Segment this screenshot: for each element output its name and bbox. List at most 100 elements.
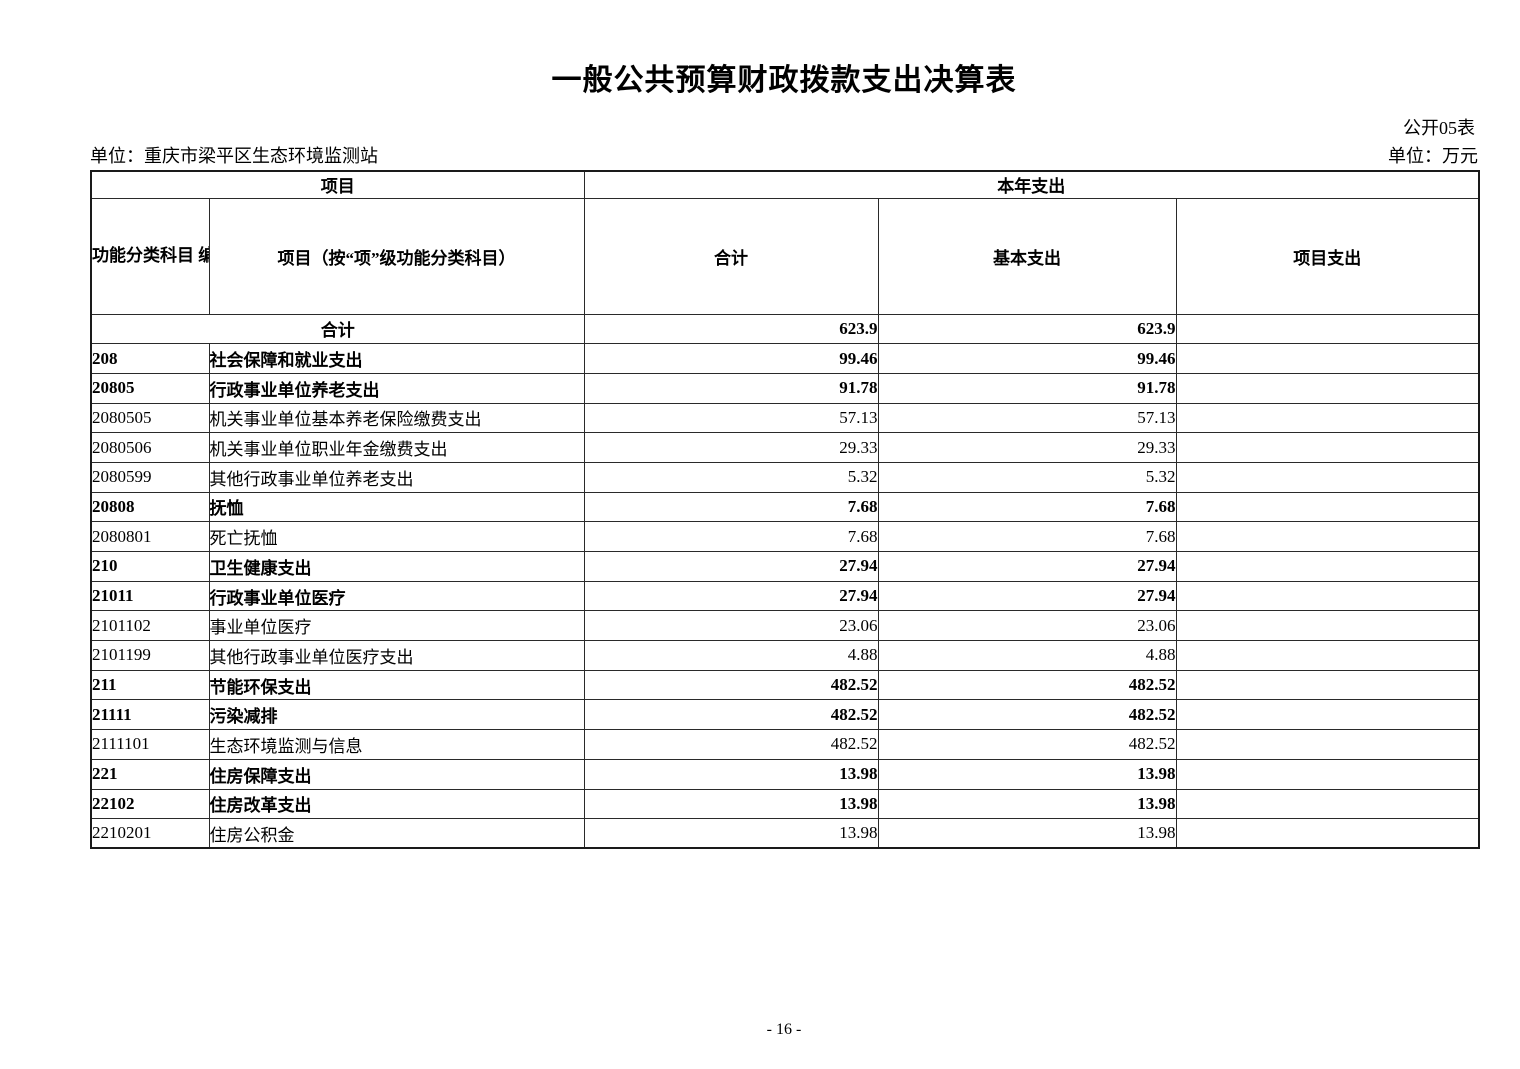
- table-row: 221 住房保障支出 13.98 13.98: [90, 758, 1480, 790]
- row-project: [1175, 432, 1480, 463]
- row-project: [1175, 758, 1480, 790]
- table-row: 211 节能环保支出 482.52 482.52: [90, 669, 1480, 701]
- meta-row: 单位：重庆市梁平区生态环境监测站 单位：万元: [90, 142, 1478, 168]
- row-total: 482.52: [583, 729, 879, 760]
- row-project: [1175, 669, 1480, 701]
- row-name: 社会保障和就业支出: [208, 343, 585, 374]
- row-basic: 99.46: [877, 343, 1177, 374]
- row-total: 4.88: [583, 640, 879, 671]
- row-code: 2080506: [90, 432, 210, 463]
- row-basic: 23.06: [877, 610, 1177, 642]
- row-project: [1175, 372, 1480, 404]
- row-basic: 7.68: [877, 491, 1177, 523]
- row-name: 节能环保支出: [208, 669, 585, 701]
- table-row: 21111 污染减排 482.52 482.52: [90, 699, 1480, 731]
- row-code: 21011: [90, 580, 210, 612]
- row-total: 482.52: [583, 669, 879, 701]
- row-project: [1175, 313, 1480, 345]
- row-name: 住房公积金: [208, 818, 585, 849]
- row-code: 20808: [90, 491, 210, 523]
- row-code: 211: [90, 669, 210, 701]
- row-code: 21111: [90, 699, 210, 731]
- column-header-total: 合计: [583, 197, 879, 315]
- row-code: 2080801: [90, 521, 210, 552]
- row-total: 27.94: [583, 551, 879, 582]
- header-columns-row: 功能分类科目 编码 项目（按“项”级功能分类科目） 合计 基本支出 项目支出: [90, 197, 1480, 315]
- table-row: 2101199 其他行政事业单位医疗支出 4.88 4.88: [90, 640, 1480, 671]
- row-project: [1175, 640, 1480, 671]
- row-project: [1175, 551, 1480, 582]
- row-project: [1175, 580, 1480, 612]
- row-label: 合计: [90, 313, 585, 345]
- row-project: [1175, 699, 1480, 731]
- row-total: 57.13: [583, 402, 879, 434]
- table-row: 2111101 生态环境监测与信息 482.52 482.52: [90, 729, 1480, 760]
- table-row: 20808 抚恤 7.68 7.68: [90, 491, 1480, 523]
- table-row: 20805 行政事业单位养老支出 91.78 91.78: [90, 372, 1480, 404]
- row-total: 7.68: [583, 521, 879, 552]
- table-row: 208 社会保障和就业支出 99.46 99.46: [90, 343, 1480, 374]
- row-code: 208: [90, 343, 210, 374]
- row-basic: 482.52: [877, 699, 1177, 731]
- row-code: 2111101: [90, 729, 210, 760]
- row-basic: 29.33: [877, 432, 1177, 463]
- row-basic: 623.9: [877, 313, 1177, 345]
- row-basic: 4.88: [877, 640, 1177, 671]
- row-project: [1175, 818, 1480, 849]
- page-title: 一般公共预算财政拨款支出决算表: [551, 64, 1017, 97]
- row-total: 23.06: [583, 610, 879, 642]
- table-row: 2080505 机关事业单位基本养老保险缴费支出 57.13 57.13: [90, 402, 1480, 434]
- page-number: - 16 -: [766, 1021, 802, 1038]
- row-name: 行政事业单位养老支出: [208, 372, 585, 404]
- row-total: 13.98: [583, 788, 879, 820]
- table-row: 22102 住房改革支出 13.98 13.98: [90, 788, 1480, 820]
- row-project: [1175, 729, 1480, 760]
- unit-currency-label: 单位：万元: [1388, 146, 1478, 166]
- header-group-current-year: 本年支出: [583, 170, 1480, 199]
- table-header: 项目 本年支出 功能分类科目 编码 项目（按“项”级功能分类科目） 合计 基本支…: [90, 170, 1480, 315]
- row-name: 死亡抚恤: [208, 521, 585, 552]
- row-name: 机关事业单位基本养老保险缴费支出: [208, 402, 585, 434]
- row-total: 27.94: [583, 580, 879, 612]
- row-total: 99.46: [583, 343, 879, 374]
- header-group-project: 项目: [90, 170, 585, 199]
- column-header-function-code: 功能分类科目 编码: [90, 197, 210, 315]
- row-name: 污染减排: [208, 699, 585, 731]
- row-project: [1175, 491, 1480, 523]
- column-header-project-expenditure: 项目支出: [1175, 197, 1480, 315]
- row-total: 7.68: [583, 491, 879, 523]
- table-body: 合计 623.9 623.9 208 社会保障和就业支出 99.46 99.46 20805 行…: [90, 313, 1480, 849]
- row-name: 其他行政事业单位医疗支出: [208, 640, 585, 671]
- row-code: 2101199: [90, 640, 210, 671]
- row-total: 91.78: [583, 372, 879, 404]
- row-name: 住房保障支出: [208, 758, 585, 790]
- row-code: 2080599: [90, 461, 210, 493]
- row-basic: 57.13: [877, 402, 1177, 434]
- row-basic: 27.94: [877, 580, 1177, 612]
- table-row: 2101102 事业单位医疗 23.06 23.06: [90, 610, 1480, 642]
- row-project: [1175, 343, 1480, 374]
- row-total: 13.98: [583, 758, 879, 790]
- table-row: 2080801 死亡抚恤 7.68 7.68: [90, 521, 1480, 552]
- column-header-basic-expenditure: 基本支出: [877, 197, 1177, 315]
- row-code: 210: [90, 551, 210, 582]
- budget-table: 项目 本年支出 功能分类科目 编码 项目（按“项”级功能分类科目） 合计 基本支…: [90, 170, 1481, 850]
- row-total: 13.98: [583, 818, 879, 849]
- row-project: [1175, 521, 1480, 552]
- row-name: 行政事业单位医疗: [208, 580, 585, 612]
- row-project: [1175, 461, 1480, 493]
- row-code: 2210201: [90, 818, 210, 849]
- row-code: 22102: [90, 788, 210, 820]
- row-name: 其他行政事业单位养老支出: [208, 461, 585, 493]
- row-name: 事业单位医疗: [208, 610, 585, 642]
- row-basic: 13.98: [877, 758, 1177, 790]
- row-project: [1175, 610, 1480, 642]
- row-basic: 13.98: [877, 818, 1177, 849]
- table-row: 21011 行政事业单位医疗 27.94 27.94: [90, 580, 1480, 612]
- row-name: 卫生健康支出: [208, 551, 585, 582]
- row-basic: 91.78: [877, 372, 1177, 404]
- row-total: 623.9: [583, 313, 879, 345]
- row-project: [1175, 788, 1480, 820]
- row-code: 2101102: [90, 610, 210, 642]
